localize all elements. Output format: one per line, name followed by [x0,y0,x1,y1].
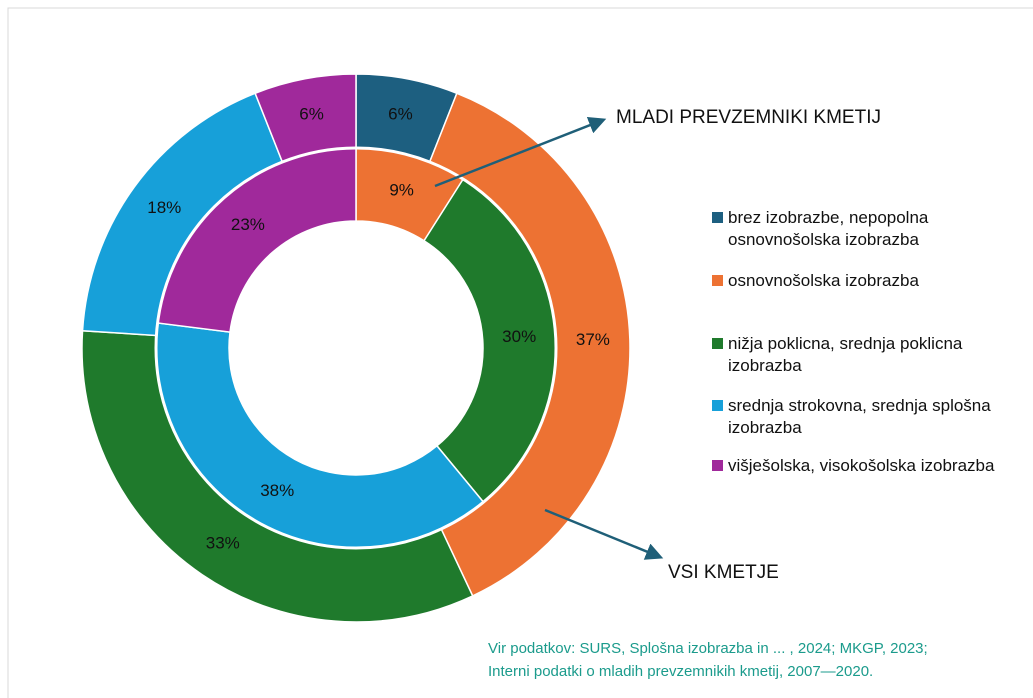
legend-entry: osnovnošolska izobrazba [712,270,1028,292]
data-label: 18% [147,198,181,217]
data-label: 30% [502,327,536,346]
data-label: 38% [260,481,294,500]
data-label: 33% [206,534,240,553]
data-label: 6% [299,105,324,124]
legend-entry: srednja strokovna, srednja splošna izobr… [712,395,1028,439]
legend-swatch [712,338,723,349]
legend-entry: višješolska, visokošolska izobrazba [712,455,1028,477]
legend-swatch [712,460,723,471]
arrow [544,508,664,560]
legend-entry: brez izobrazbe, nepopolna osnovnošolska … [712,207,1028,251]
data-label: 9% [389,180,414,199]
annotation: MLADI PREVZEMNIKI KMETIJ [616,107,881,128]
legend-entry: nižja poklicna, srednja poklicna izobraz… [712,333,1028,377]
legend-swatch [712,212,723,223]
legend-label: srednja strokovna, srednja splošna izobr… [728,396,991,437]
data-label: 23% [231,215,265,234]
annotation: VSI KMETJE [668,562,779,583]
data-label: 37% [576,330,610,349]
legend-swatch [712,400,723,411]
legend-label: nižja poklicna, srednja poklicna izobraz… [728,334,963,375]
legend-swatch [712,275,723,286]
arrow [434,116,607,188]
frame [7,7,1033,698]
data-label: 6% [388,105,413,124]
legend-label: brez izobrazbe, nepopolna osnovnošolska … [728,208,929,249]
legend-label: osnovnošolska izobrazba [728,271,919,290]
source: Vir podatkov: SURS, Splošna izobrazba in… [488,640,928,657]
legend-label: višješolska, visokošolska izobrazba [728,456,995,475]
source: Interni podatki o mladih prevzemnikih km… [488,663,873,680]
ring-gap [154,146,558,550]
